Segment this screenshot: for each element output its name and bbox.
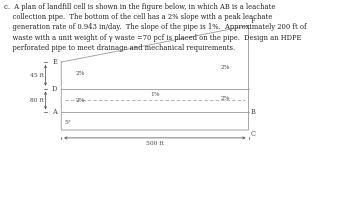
Text: collection pipe.  The bottom of the cell has a 2% slope with a peak leachate: collection pipe. The bottom of the cell …	[4, 13, 272, 21]
Text: 80 ft: 80 ft	[30, 98, 44, 103]
Text: B: B	[251, 108, 256, 116]
Text: 2%: 2%	[76, 98, 85, 103]
Text: 1%: 1%	[150, 92, 160, 97]
Text: 2%: 2%	[76, 71, 85, 76]
Text: 2%: 2%	[221, 65, 231, 70]
Text: 500 ft: 500 ft	[146, 141, 164, 146]
Text: 5°: 5°	[65, 120, 72, 125]
Text: perforated pipe to meet drainage and mechanical requirements.: perforated pipe to meet drainage and mec…	[4, 44, 235, 52]
Text: C: C	[251, 130, 256, 138]
Text: A: A	[52, 108, 57, 116]
Text: 45 ft: 45 ft	[30, 73, 44, 78]
Text: generation rate of 0.943 in/day.  The slope of the pipe is 1%.  Approximately 20: generation rate of 0.943 in/day. The slo…	[4, 23, 307, 32]
Text: D: D	[52, 85, 57, 93]
Text: 2%: 2%	[221, 96, 231, 101]
Text: c.  A plan of landfill cell is shown in the figure below, in which AB is a leach: c. A plan of landfill cell is shown in t…	[4, 3, 275, 11]
Text: E: E	[52, 58, 57, 66]
Text: waste with a unit weight of γ waste =70 pcf is placed on the pipe.  Design an HD: waste with a unit weight of γ waste =70 …	[4, 34, 302, 42]
Text: F: F	[251, 17, 255, 25]
